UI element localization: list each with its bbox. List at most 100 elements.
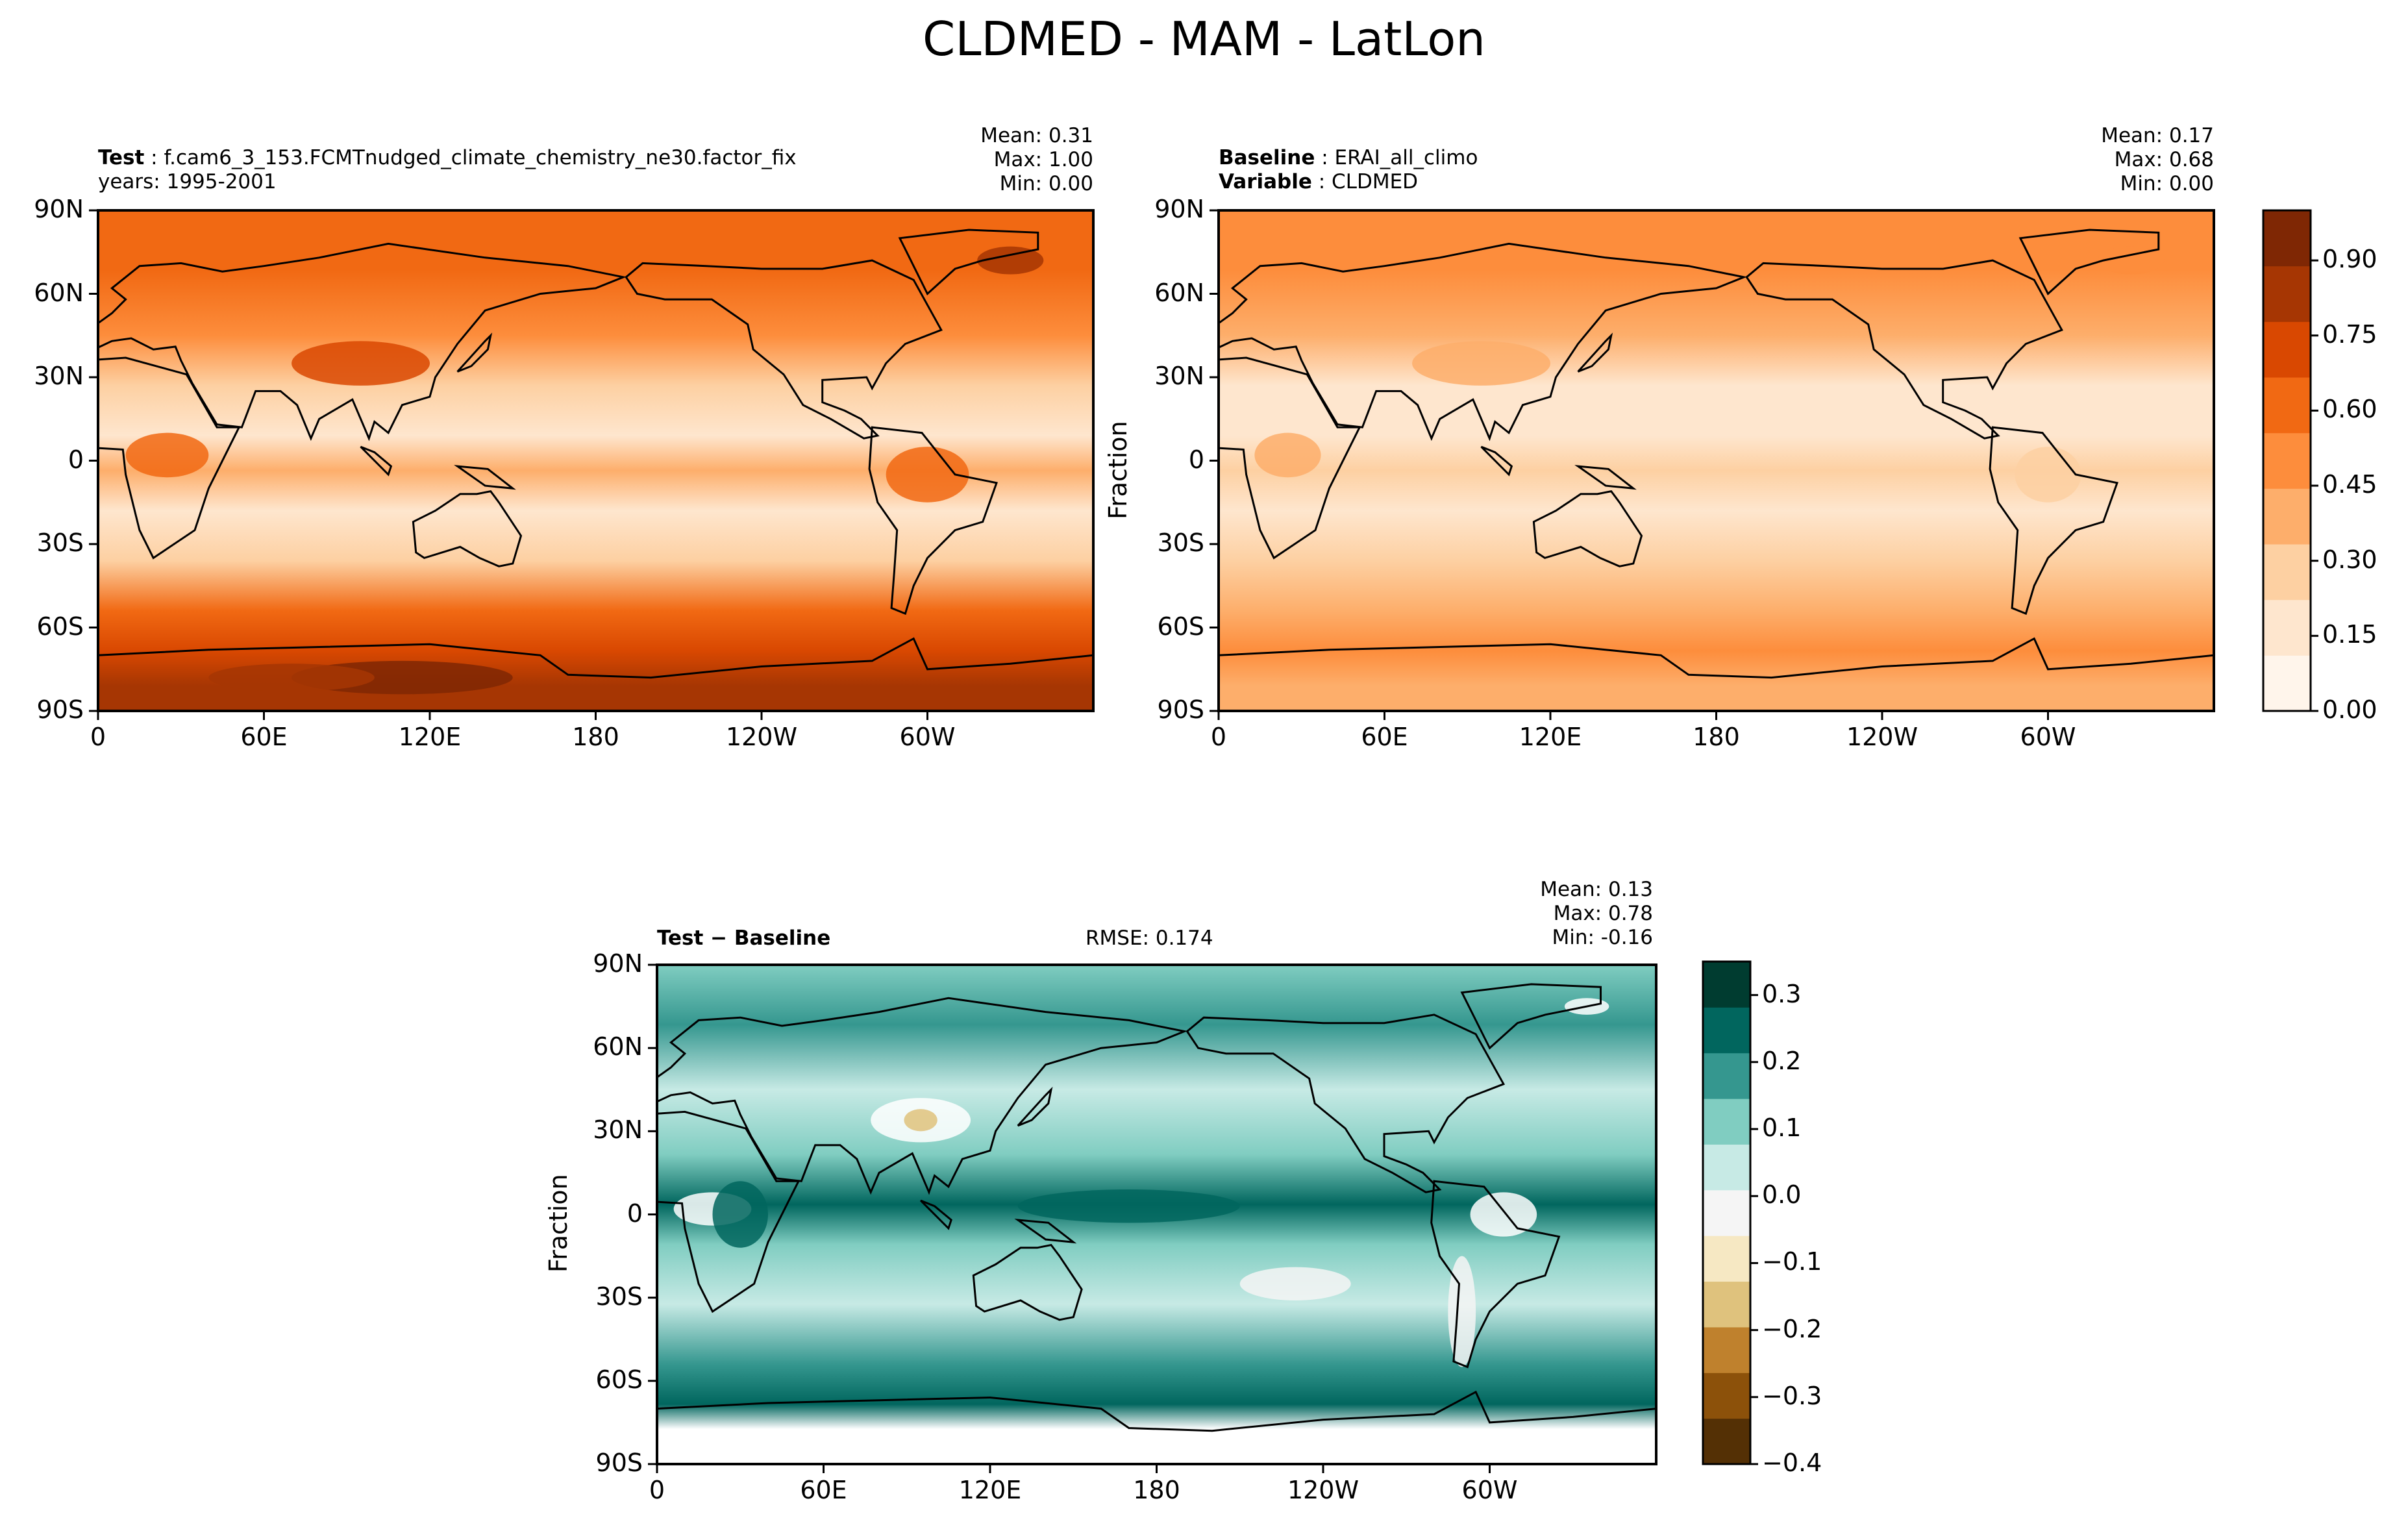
diff-ylabel: Fraction [544,1174,573,1273]
variable-name: CLDMED [1332,170,1419,193]
diff-mean: Mean: 0.13 [1540,878,1653,901]
colorbar-swatch [2263,599,2311,656]
test-min: Min: 0.00 [999,172,1093,195]
colorbar-tick-label: 0.0 [1762,1180,1802,1210]
x-tick-label: 120W [725,723,798,751]
y-tick-label: 90S [36,695,84,724]
diff-map [648,963,1657,1473]
field-colorbar [2262,209,2318,712]
x-tick-label: 120W [1287,1476,1359,1504]
y-tick-label: 60N [593,1032,643,1062]
y-tick-label: 90N [593,949,643,978]
figure-title: CLDMED - MAM - LatLon [923,12,1485,66]
diff-max: Max: 0.78 [1553,902,1653,925]
colorbar-tick-label: −0.2 [1762,1314,1822,1343]
colorbar-swatch [1703,1236,1750,1282]
y-tick-label: 60S [1157,612,1204,641]
colorbar-tick-label: 0.30 [2322,545,2377,574]
y-tick-label: 60N [34,278,84,307]
diff-label: Test − Baseline [657,926,831,950]
y-tick-label: 60S [595,1365,643,1394]
y-tick-label: 30N [1154,362,1204,390]
x-tick-label: 180 [1133,1476,1180,1504]
test-mean: Mean: 0.31 [980,124,1093,147]
y-tick-label: 60S [36,612,84,641]
colorbar-tick-label: 0.90 [2322,245,2377,274]
colorbar-swatch [1703,1418,1750,1465]
colorbar-tick-label: −0.4 [1762,1448,1822,1477]
x-tick-label: 60W [1461,1476,1518,1504]
baseline-min: Min: 0.00 [2120,172,2214,195]
colorbar-tick-label: −0.1 [1762,1247,1822,1276]
test-label: Test [98,146,145,169]
x-tick-label: 60W [2020,723,2076,751]
test-map [89,209,1095,720]
colorbar-tick-label: 0.60 [2322,395,2377,424]
baseline-header-line1: Baseline : ERAI_all_climo [1219,146,1478,169]
colorbar-swatch [2263,544,2311,601]
colorbar-tick-label: 0.1 [1762,1113,1802,1142]
rmse-value: RMSE: 0.174 [1086,926,1213,950]
x-tick-label: 0 [649,1476,665,1504]
y-tick-label: 90N [34,195,84,223]
x-tick-label: 0 [90,723,106,751]
baseline-header-line2: Variable : CLDMED [1219,170,1419,193]
baseline-mean: Mean: 0.17 [2101,124,2214,147]
variable-label: Variable [1219,170,1312,193]
colorbar-swatch [2263,210,2311,267]
colorbar-swatch [2263,266,2311,322]
colorbar-swatch [2263,377,2311,434]
baseline-label: Baseline [1219,146,1315,169]
test-case-name: f.cam6_3_153.FCMTnudged_climate_chemistr… [164,146,797,169]
x-tick-label: 60E [800,1476,847,1504]
colorbar-swatch [1703,1007,1750,1054]
test-max: Max: 1.00 [993,148,1093,171]
colorbar-tick-label: 0.75 [2322,319,2377,349]
colorbar-tick-label: 0.45 [2322,470,2377,499]
x-tick-label: 180 [572,723,619,751]
colorbar-tick-label: 0.00 [2322,695,2377,724]
baseline-stats: Mean: 0.17 Max: 0.68 Min: 0.00 [2101,124,2214,196]
x-tick-label: 120W [1846,723,1918,751]
colorbar-swatch [1703,1373,1750,1419]
y-tick-label: 30N [34,362,84,390]
diff-colorbar [1702,960,1758,1465]
colorbar-tick-label: 0.3 [1762,979,1802,1008]
y-tick-label: 90N [1154,195,1204,223]
colorbar-swatch [2263,321,2311,378]
y-tick-label: 30S [595,1282,643,1311]
diff-stats: Mean: 0.13 Max: 0.78 Min: -0.16 [1540,878,1653,950]
x-tick-label: 120E [398,723,462,751]
colorbar-swatch [1703,1144,1750,1191]
colorbar-tick-label: 0.2 [1762,1046,1802,1075]
colorbar-tick-label: −0.3 [1762,1381,1822,1410]
colorbar-swatch [2263,655,2311,712]
y-tick-label: 30S [1157,528,1204,557]
y-tick-label: 90S [1157,695,1204,724]
x-tick-label: 180 [1693,723,1740,751]
colorbar-swatch [1703,1189,1750,1236]
baseline-max: Max: 0.68 [2114,148,2214,171]
baseline-ylabel: Fraction [1104,421,1132,519]
colorbar-swatch [1703,1052,1750,1099]
colorbar-swatch [2263,488,2311,545]
test-stats: Mean: 0.31 Max: 1.00 Min: 0.00 [980,124,1093,196]
x-tick-label: 60W [899,723,956,751]
baseline-case-name: ERAI_all_climo [1334,146,1478,169]
baseline-map [1210,209,2215,720]
colorbar-swatch [2263,432,2311,489]
colorbar-swatch [1703,1326,1750,1373]
colorbar-swatch [1703,962,1750,1008]
colorbar-swatch [1703,1099,1750,1145]
x-tick-label: 0 [1210,723,1227,751]
colorbar-swatch [1703,1281,1750,1328]
y-tick-label: 0 [1188,445,1204,474]
y-tick-label: 60N [1154,278,1204,307]
test-header-line1: Test : f.cam6_3_153.FCMTnudged_climate_c… [98,146,797,169]
y-tick-label: 0 [627,1199,643,1228]
x-tick-label: 60E [240,723,288,751]
diff-min: Min: -0.16 [1552,926,1653,949]
x-tick-label: 120E [958,1476,1022,1504]
x-tick-label: 60E [1361,723,1408,751]
y-tick-label: 0 [68,445,84,474]
